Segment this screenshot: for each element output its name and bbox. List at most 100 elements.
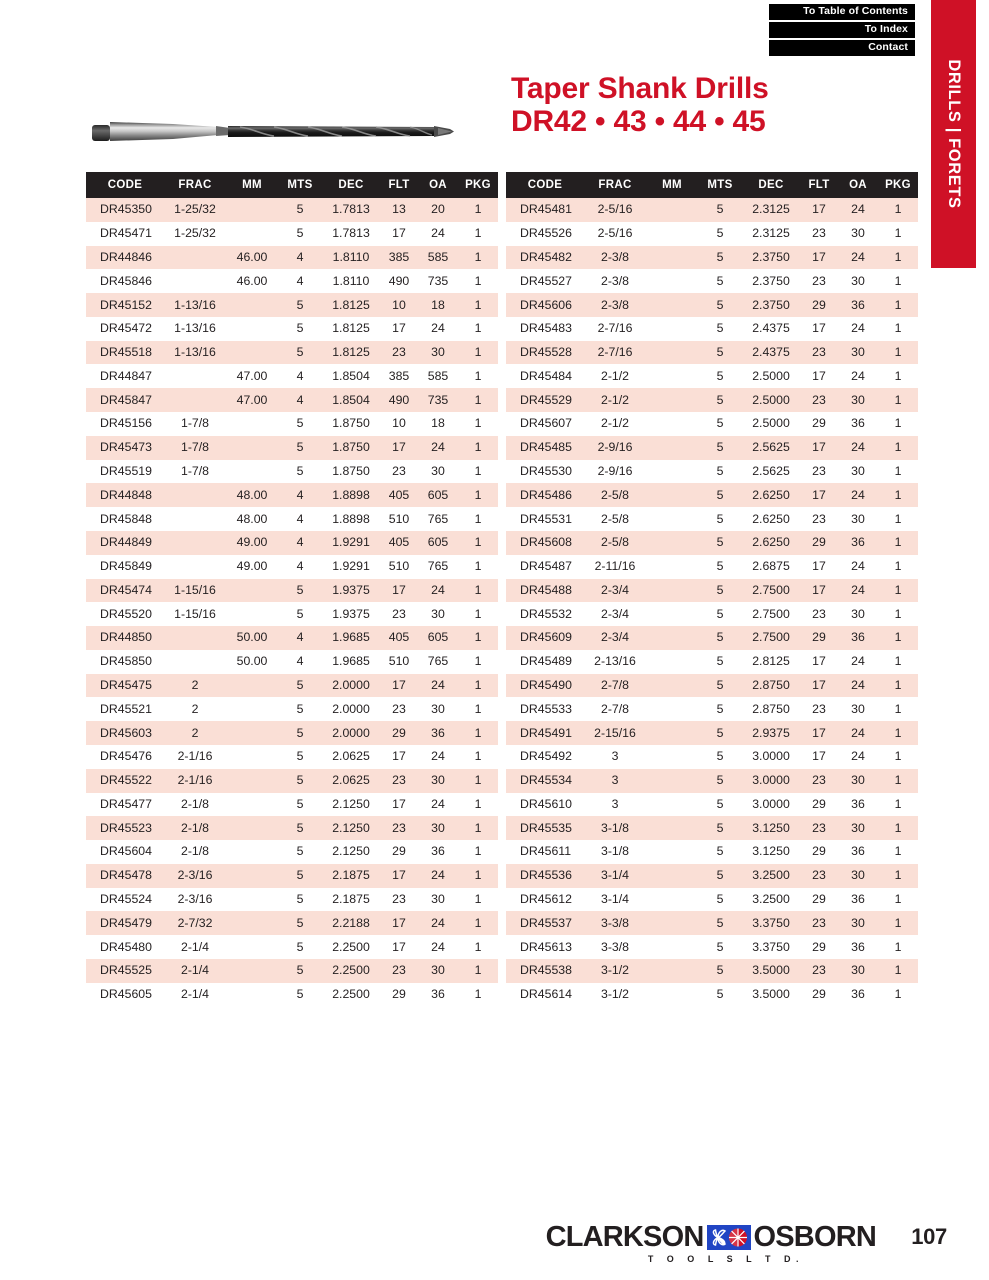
cell-frac: 2-3/4 xyxy=(584,626,646,650)
cell-flt: 29 xyxy=(812,796,826,811)
cell-mts: 5 xyxy=(278,673,322,698)
cell-flt: 405 xyxy=(380,483,418,508)
to-index-button[interactable]: To Index xyxy=(769,22,915,38)
cell-oa: 585 xyxy=(418,245,458,270)
cell-dec: 2.3750 xyxy=(742,293,800,317)
cell-flt: 510 xyxy=(388,511,410,526)
cell-oa: 24 xyxy=(851,368,865,383)
cell-pkg: 1 xyxy=(458,435,498,460)
cell-flt: 29 xyxy=(812,892,826,907)
cell-mts: 5 xyxy=(698,911,742,936)
cell-mts: 5 xyxy=(296,606,304,621)
cell-code: DR45474 xyxy=(86,578,164,603)
cell-oa: 36 xyxy=(851,939,865,954)
cell-mm xyxy=(646,530,698,555)
cell-mts: 4 xyxy=(278,388,322,413)
cell-flt: 405 xyxy=(380,626,418,650)
table-row: DR45530 2-9/16 5 2.5625 23 30 1 xyxy=(506,460,918,484)
cell-code: DR44848 xyxy=(86,483,164,508)
cell-flt: 17 xyxy=(380,911,418,936)
cell-mts: 4 xyxy=(278,483,322,508)
page-footer: CLARKSON O xyxy=(0,1202,989,1264)
table-row: DR45156 1-7/8 5 1.8750 10 18 1 xyxy=(86,412,498,436)
cell-oa: 24 xyxy=(851,321,865,336)
table-row: DR45519 1-7/8 5 1.8750 23 30 1 xyxy=(86,460,498,484)
cell-mm xyxy=(646,602,698,626)
cell-oa: 36 xyxy=(851,892,865,907)
cell-dec: 2.7500 xyxy=(742,578,800,603)
cell-mts: 5 xyxy=(278,721,322,745)
cell-mm xyxy=(646,222,698,246)
table-row: DR45538 3-1/2 5 3.5000 23 30 1 xyxy=(506,959,918,983)
table-row: DR45476 2-1/16 5 2.0625 17 24 1 xyxy=(86,745,498,769)
cell-oa: 30 xyxy=(838,863,878,888)
cell-code: DR45604 xyxy=(100,844,152,859)
cell-pkg: 1 xyxy=(458,340,498,365)
cell-dec: 3.5000 xyxy=(742,959,800,983)
cell-code: DR45477 xyxy=(100,796,152,811)
cell-dec: 2.6250 xyxy=(752,511,790,526)
cell-pkg: 1 xyxy=(474,511,482,526)
col-header-frac: FRAC xyxy=(164,172,226,198)
cell-flt: 29 xyxy=(812,844,826,859)
cell-mm: 48.00 xyxy=(226,483,278,508)
to-table-of-contents-button[interactable]: To Table of Contents xyxy=(769,4,915,20)
page-title: Taper Shank Drills DR42 • 43 • 44 • 45 xyxy=(511,72,769,138)
cell-mts: 5 xyxy=(716,511,724,526)
cell-dec: 1.8750 xyxy=(322,435,380,460)
contact-button[interactable]: Contact xyxy=(769,40,915,56)
cell-oa: 24 xyxy=(431,796,445,811)
cell-oa: 30 xyxy=(851,511,865,526)
cell-mm xyxy=(646,412,698,436)
cell-frac: 2-7/16 xyxy=(584,340,646,365)
table-row: DR45613 3-3/8 5 3.3750 29 36 1 xyxy=(506,935,918,959)
table-row: DR45527 2-3/8 5 2.3750 23 30 1 xyxy=(506,269,918,293)
cell-flt: 23 xyxy=(392,892,406,907)
cell-mts: 5 xyxy=(278,768,322,793)
page-title-line2: DR42 • 43 • 44 • 45 xyxy=(511,105,766,138)
cell-flt: 17 xyxy=(392,749,406,764)
table-row: DR45473 1-7/8 5 1.8750 17 24 1 xyxy=(86,435,498,460)
cell-mm: 47.00 xyxy=(236,368,268,383)
table-row: DR45485 2-9/16 5 2.5625 17 24 1 xyxy=(506,435,918,460)
cell-dec: 2.6250 xyxy=(742,530,800,555)
cell-mm xyxy=(646,293,698,317)
cell-frac: 2-1/4 xyxy=(180,939,210,954)
cell-dec: 1.9685 xyxy=(322,626,380,650)
cell-pkg: 1 xyxy=(894,559,902,574)
cell-frac: 2-1/2 xyxy=(584,388,646,413)
cell-mm xyxy=(646,507,698,531)
cell-dec: 1.8125 xyxy=(322,340,380,365)
cell-mts: 5 xyxy=(698,293,742,317)
cell-mm xyxy=(226,412,278,436)
cell-code: DR45528 xyxy=(506,340,584,365)
table-row: DR45847 47.00 4 1.8504 490 735 1 xyxy=(86,388,498,413)
cell-code: DR45490 xyxy=(506,673,584,698)
cell-oa: 24 xyxy=(838,198,878,222)
cell-oa: 30 xyxy=(418,768,458,793)
cell-mm xyxy=(226,317,278,341)
cell-dec: 2.8750 xyxy=(742,673,800,698)
cell-flt: 17 xyxy=(800,198,838,222)
cell-mts: 5 xyxy=(698,245,742,270)
cell-pkg: 1 xyxy=(894,796,902,811)
cell-code: DR45492 xyxy=(520,749,572,764)
cell-oa: 30 xyxy=(851,701,865,716)
cell-frac: 2-1/16 xyxy=(177,749,213,764)
cell-oa: 30 xyxy=(851,273,865,288)
cell-flt: 29 xyxy=(812,987,826,1002)
cell-mm xyxy=(646,935,698,959)
table-row: DR45484 2-1/2 5 2.5000 17 24 1 xyxy=(506,364,918,388)
cell-dec: 2.2188 xyxy=(322,911,380,936)
cell-mm xyxy=(226,911,278,936)
cell-mts: 5 xyxy=(698,483,742,508)
cell-mts: 5 xyxy=(716,939,724,954)
cell-flt: 17 xyxy=(392,321,406,336)
table-row: DR44847 47.00 4 1.8504 385 585 1 xyxy=(86,364,498,388)
cell-oa: 24 xyxy=(838,721,878,745)
cell-mm: 50.00 xyxy=(226,626,278,650)
cell-pkg: 1 xyxy=(474,273,482,288)
cell-frac: 3-1/2 xyxy=(600,987,630,1002)
cell-mm xyxy=(226,935,278,959)
cell-mm xyxy=(226,293,278,317)
